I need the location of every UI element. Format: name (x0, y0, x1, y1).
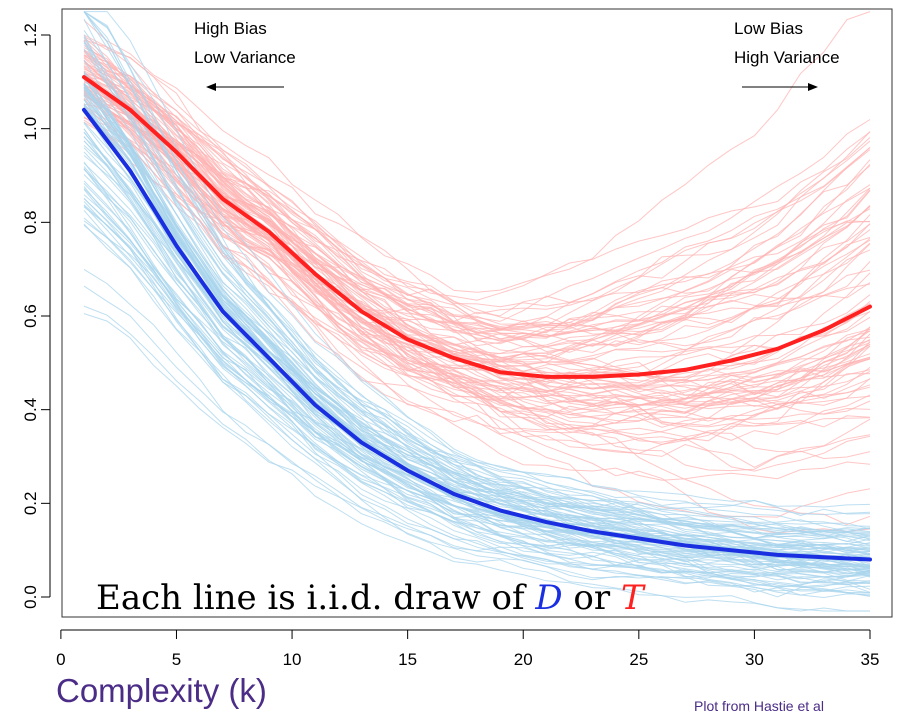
x-axis: 0 5 10 15 20 25 30 35 (56, 629, 880, 669)
annotation-high-variance: High Variance (734, 48, 840, 67)
caption-middle: or (563, 578, 621, 618)
blue-sample-curve (84, 11, 871, 547)
red-sample-curve (83, 89, 871, 453)
blue-sample-curves (83, 11, 871, 612)
annotation-low-variance: Low Variance (194, 48, 296, 67)
caption-d-symbol: D (534, 578, 562, 618)
plot-credit: Plot from Hastie et al (694, 698, 824, 714)
caption-prefix: Each line is i.i.d. draw of (96, 578, 535, 618)
blue-sample-curve (83, 168, 871, 569)
blue-sample-curve (83, 209, 871, 596)
x-tick-label: 10 (283, 650, 302, 669)
y-tick-label: 0.2 (21, 492, 40, 516)
red-sample-curve (83, 11, 871, 293)
red-sample-curve (83, 94, 871, 404)
blue-sample-curve (83, 223, 871, 578)
red-sample-curve (83, 91, 871, 468)
blue-sample-curve (83, 11, 871, 508)
red-sample-curve (83, 65, 871, 335)
red-sample-curve (83, 81, 871, 337)
annotation-high-bias: High Bias (194, 19, 267, 38)
caption-t-symbol: T (621, 578, 646, 618)
red-sample-curve (83, 45, 871, 308)
x-axis-title: Complexity (k) (56, 672, 267, 709)
red-sample-curve (83, 112, 871, 446)
plot-area (61, 8, 893, 618)
blue-sample-curve (83, 186, 871, 565)
blue-sample-curve (83, 268, 871, 588)
y-tick-label: 0.0 (21, 585, 40, 609)
red-sample-curve (83, 54, 871, 331)
red-sample-curve (83, 35, 871, 322)
y-axis: 0.0 0.2 0.4 0.6 0.8 1.0 1.2 (21, 23, 51, 609)
annotation-low-bias: Low Bias (734, 19, 803, 38)
red-sample-curve (83, 73, 871, 428)
left-arrow (206, 83, 284, 91)
x-tick-label: 35 (861, 650, 880, 669)
red-sample-curve (83, 96, 871, 428)
red-sample-curve (83, 89, 871, 382)
x-tick-label: 0 (56, 650, 65, 669)
blue-sample-curve (83, 48, 871, 542)
right-arrow (742, 83, 818, 91)
red-sample-curve (83, 59, 871, 330)
main-series-lines (82, 75, 872, 562)
y-tick-label: 1.2 (21, 23, 40, 47)
blue-sample-curve (83, 305, 870, 612)
red-sample-curve (83, 50, 871, 301)
y-tick-label: 0.4 (21, 398, 40, 422)
x-tick-label: 15 (398, 650, 417, 669)
red-sample-curve (83, 76, 871, 361)
blue-sample-curve (83, 83, 871, 539)
red-sample-curve (83, 73, 871, 431)
red-sample-curve (83, 55, 871, 346)
blue-sample-curve (83, 205, 871, 598)
blue-main-line (82, 107, 872, 562)
red-sample-curve (83, 119, 871, 481)
blue-sample-curve (83, 217, 871, 549)
x-tick-label: 20 (514, 650, 533, 669)
caption: Each line is i.i.d. draw of D or T (96, 578, 646, 618)
red-sample-curve (83, 82, 871, 395)
y-tick-label: 0.6 (21, 304, 40, 328)
red-sample-curve (83, 60, 871, 400)
x-tick-label: 30 (745, 650, 764, 669)
red-sample-curve (83, 62, 871, 340)
x-tick-label: 5 (172, 650, 181, 669)
blue-sample-curve (83, 204, 870, 612)
blue-sample-curve (83, 76, 871, 517)
x-tick-label: 25 (629, 650, 648, 669)
red-sample-curve (83, 79, 871, 353)
blue-sample-curve (83, 198, 871, 555)
red-sample-curve (83, 116, 871, 472)
y-tick-label: 1.0 (21, 117, 40, 141)
blue-sample-curve (83, 198, 871, 594)
blue-sample-curve (83, 285, 871, 560)
blue-sample-curve (83, 161, 871, 578)
blue-sample-curve (83, 136, 871, 593)
red-sample-curve (83, 57, 871, 353)
blue-sample-curve (83, 71, 871, 534)
red-sample-curve (83, 47, 871, 315)
blue-sample-curve (83, 189, 871, 573)
blue-sample-curve (83, 180, 871, 582)
red-sample-curve (83, 77, 871, 335)
red-sample-curve (83, 60, 871, 342)
red-main-line (82, 75, 872, 379)
red-sample-curve (83, 72, 871, 338)
blue-sample-curve (83, 225, 871, 572)
plot-frame (61, 8, 893, 618)
y-tick-label: 0.8 (21, 211, 40, 235)
red-sample-curve (83, 63, 871, 376)
